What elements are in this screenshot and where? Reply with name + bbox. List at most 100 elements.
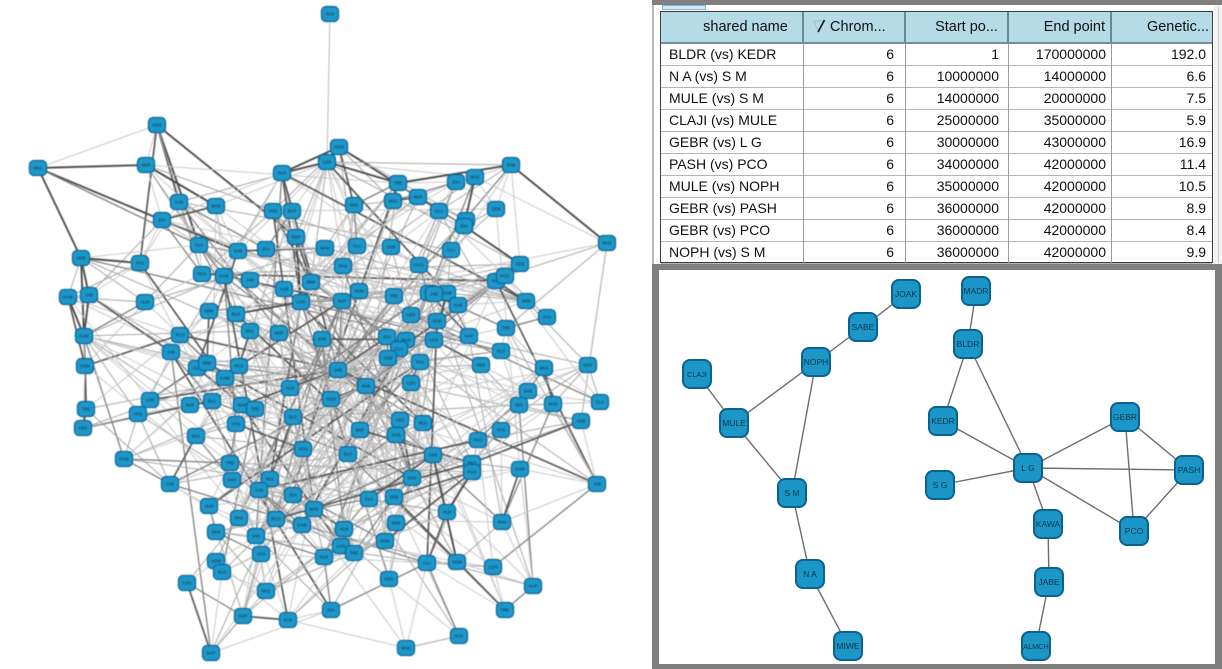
svg-text:MIW: MIW [522,299,531,304]
svg-text:PCO: PCO [467,470,477,475]
svg-text:MIW: MIW [307,280,316,285]
svg-text:SGM: SGM [80,364,90,369]
svg-text:KAW: KAW [79,334,88,339]
svg-text:MIW: MIW [205,309,214,314]
svg-text:MIW: MIW [362,384,371,389]
svg-text:PAS: PAS [497,428,505,433]
svg-text:MIWE: MIWE [836,641,859,651]
svg-text:MIW: MIW [392,521,401,526]
svg-text:NOP: NOP [227,478,236,483]
svg-text:S M: S M [784,488,799,498]
svg-text:VOS: VOS [232,422,241,427]
svg-text:CLA: CLA [353,244,361,249]
svg-text:VOS: VOS [299,447,308,452]
svg-text:ALM: ALM [280,287,289,292]
svg-text:JAB: JAB [252,534,260,539]
svg-text:VOS: VOS [543,315,552,320]
svg-text:CLA: CLA [395,347,403,352]
svg-text:KAW: KAW [442,291,451,296]
svg-text:CLA: CLA [195,243,203,248]
svg-text:JOA: JOA [460,224,468,229]
svg-text:MAD: MAD [401,646,410,651]
svg-text:JAB: JAB [85,293,93,298]
svg-text:KAW: KAW [297,523,306,528]
svg-text:GEB: GEB [384,356,393,361]
svg-text:VOS: VOS [134,412,143,417]
svg-text:BLD: BLD [497,349,505,354]
svg-text:KAWA: KAWA [1036,519,1061,529]
svg-text:BLD: BLD [208,399,216,404]
svg-text:GEB: GEB [77,256,86,261]
svg-text:NOP: NOP [413,195,422,200]
svg-text:CLA: CLA [447,248,455,253]
svg-text:GEB: GEB [577,419,586,424]
svg-text:MAD: MAD [309,507,318,512]
svg-text:TRE: TRE [394,181,403,186]
svg-text:BLD: BLD [326,12,334,17]
svg-text:JOA: JOA [515,403,523,408]
svg-text:TRE: TRE [226,461,235,466]
svg-text:SAB: SAB [234,249,243,254]
svg-text:BLDR: BLDR [957,339,980,349]
svg-text:SAB: SAB [255,488,264,493]
svg-text:LGN: LGN [430,338,439,343]
svg-text:SGM: SGM [432,319,442,324]
svg-text:L G: L G [1021,463,1034,473]
svg-text:SGM: SGM [334,145,344,150]
svg-text:ALM: ALM [443,510,452,515]
svg-text:MUL: MUL [419,421,429,426]
svg-text:N A: N A [803,569,817,579]
svg-text:MUL: MUL [389,199,399,204]
svg-text:ALM: ALM [454,303,463,308]
svg-text:SGM: SGM [354,289,364,294]
svg-text:JAB: JAB [334,368,342,373]
svg-text:JAB: JAB [167,350,175,355]
svg-text:MUL: MUL [34,166,44,171]
svg-text:NOP: NOP [141,163,150,168]
svg-text:NAP: NAP [238,403,247,408]
svg-text:MIW: MIW [498,520,507,525]
svg-text:PCO: PCO [1125,526,1144,536]
svg-text:KED: KED [350,203,359,208]
svg-text:JOA: JOA [383,335,391,340]
svg-text:SAB: SAB [318,337,327,342]
svg-text:SAB: SAB [284,618,293,623]
svg-text:PASH: PASH [1178,465,1201,475]
svg-text:PCO: PCO [271,517,281,522]
svg-text:GEB: GEB [516,262,525,267]
svg-text:PCO: PCO [414,263,424,268]
svg-text:JABE: JABE [1038,577,1060,587]
svg-text:JOA: JOA [452,180,460,185]
svg-text:JAB: JAB [166,482,174,487]
svg-text:MAD: MAD [602,241,611,246]
svg-text:JOA: JOA [158,218,166,223]
svg-text:CLA: CLA [423,561,431,566]
svg-text:MUL: MUL [246,329,256,334]
svg-text:CLA: CLA [435,209,443,214]
svg-text:BLD: BLD [289,415,297,420]
svg-text:SGM: SGM [452,560,462,565]
svg-text:TRE: TRE [390,294,399,299]
svg-text:LGN: LGN [146,398,155,403]
svg-text:GEB: GEB [390,495,399,500]
svg-text:CLA: CLA [365,497,373,502]
svg-text:GEBR: GEBR [1113,412,1137,422]
svg-text:ALMCH: ALMCH [1023,642,1049,651]
svg-text:MAD: MAD [211,204,220,209]
svg-text:ALM: ALM [340,527,349,532]
svg-text:ALM: ALM [205,504,214,509]
svg-text:PAS: PAS [468,461,476,466]
svg-text:JAB: JAB [593,482,601,487]
svg-text:NAP: NAP [207,651,216,656]
svg-text:MADR: MADR [963,286,988,296]
svg-text:MIW: MIW [203,361,212,366]
svg-text:MAD: MAD [548,402,557,407]
svg-text:PCO: PCO [473,438,483,443]
svg-text:PCO: PCO [234,364,244,369]
svg-text:MUL: MUL [266,477,276,482]
svg-text:SGM: SGM [211,559,221,564]
svg-text:KAW: KAW [220,376,229,381]
svg-text:KED: KED [407,313,416,318]
svg-text:PAS: PAS [339,264,347,269]
svg-text:ALM: ALM [141,300,150,305]
